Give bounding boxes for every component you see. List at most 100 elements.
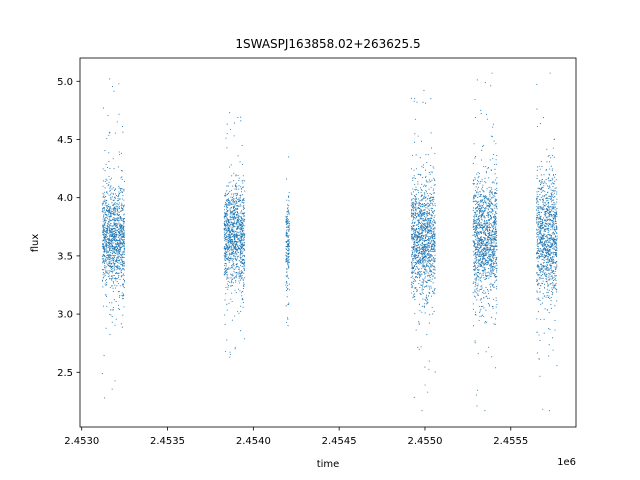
data-point bbox=[411, 238, 413, 240]
data-point bbox=[123, 287, 125, 289]
data-point bbox=[477, 271, 480, 273]
data-point bbox=[419, 216, 421, 218]
data-point bbox=[104, 212, 106, 214]
data-point bbox=[477, 201, 479, 203]
data-point bbox=[489, 195, 491, 197]
data-point bbox=[474, 222, 476, 224]
data-point bbox=[429, 260, 431, 262]
data-point bbox=[413, 278, 415, 280]
data-point bbox=[496, 182, 498, 184]
data-point bbox=[417, 250, 419, 252]
data-point bbox=[473, 143, 475, 145]
data-point bbox=[426, 244, 428, 246]
data-point bbox=[229, 204, 231, 206]
data-point bbox=[416, 247, 418, 249]
data-point bbox=[474, 269, 476, 271]
data-point bbox=[229, 246, 231, 248]
data-point bbox=[232, 224, 234, 226]
data-point bbox=[489, 260, 491, 262]
data-point bbox=[493, 255, 495, 257]
data-point bbox=[121, 255, 123, 257]
data-point bbox=[101, 262, 104, 264]
data-point bbox=[114, 324, 116, 326]
data-point bbox=[490, 282, 492, 284]
data-point bbox=[244, 218, 246, 220]
data-point bbox=[118, 211, 120, 213]
data-point bbox=[494, 173, 496, 175]
data-point bbox=[288, 259, 290, 261]
data-point bbox=[479, 242, 481, 244]
data-point bbox=[481, 260, 484, 262]
data-point bbox=[412, 224, 414, 226]
data-point bbox=[485, 239, 487, 241]
data-point bbox=[493, 193, 496, 195]
data-point bbox=[414, 206, 416, 209]
data-point bbox=[234, 216, 236, 219]
data-point bbox=[484, 322, 486, 324]
data-point bbox=[419, 229, 421, 231]
data-point bbox=[421, 273, 423, 275]
data-point bbox=[108, 258, 110, 260]
data-point bbox=[226, 246, 228, 248]
data-point bbox=[106, 205, 109, 207]
data-point bbox=[486, 245, 488, 247]
data-point bbox=[421, 183, 423, 185]
data-point bbox=[411, 210, 413, 212]
data-point bbox=[476, 276, 478, 278]
data-point bbox=[286, 218, 288, 220]
data-point bbox=[434, 226, 436, 228]
data-point bbox=[240, 237, 242, 239]
data-point bbox=[414, 188, 416, 191]
data-point bbox=[243, 220, 245, 222]
data-point bbox=[489, 268, 491, 270]
data-point bbox=[491, 251, 493, 253]
data-point bbox=[413, 177, 415, 179]
data-point bbox=[418, 241, 421, 243]
data-point bbox=[493, 266, 495, 268]
data-point bbox=[434, 242, 436, 244]
data-point bbox=[480, 201, 482, 203]
data-point bbox=[487, 271, 489, 273]
data-point bbox=[429, 254, 431, 256]
data-point bbox=[489, 242, 491, 244]
data-point bbox=[478, 176, 480, 178]
data-point bbox=[475, 282, 477, 284]
data-point bbox=[418, 201, 420, 203]
data-point bbox=[489, 286, 492, 288]
data-point bbox=[491, 283, 493, 286]
data-point bbox=[475, 284, 477, 286]
data-point bbox=[123, 213, 125, 215]
data-point bbox=[235, 187, 237, 189]
data-point bbox=[122, 295, 124, 297]
data-point bbox=[226, 238, 228, 241]
data-point bbox=[228, 241, 230, 243]
data-point bbox=[494, 212, 496, 214]
data-point bbox=[117, 211, 119, 213]
data-point bbox=[429, 267, 431, 269]
data-point bbox=[112, 249, 114, 251]
data-point bbox=[118, 240, 120, 242]
data-point bbox=[418, 207, 420, 209]
data-point bbox=[485, 252, 487, 254]
data-point bbox=[240, 278, 242, 280]
data-point bbox=[475, 261, 477, 263]
data-point bbox=[483, 257, 485, 259]
data-point bbox=[488, 177, 490, 179]
data-point bbox=[481, 287, 483, 289]
data-point bbox=[479, 191, 481, 193]
data-point bbox=[238, 282, 241, 284]
data-point bbox=[118, 193, 121, 195]
data-point bbox=[434, 269, 436, 271]
data-point bbox=[226, 185, 228, 187]
data-point bbox=[288, 156, 290, 158]
data-point bbox=[480, 250, 482, 252]
data-point bbox=[418, 262, 420, 264]
data-point bbox=[427, 254, 430, 256]
data-point bbox=[479, 310, 481, 312]
data-point bbox=[111, 321, 113, 323]
data-point bbox=[114, 193, 116, 195]
data-point bbox=[490, 215, 492, 217]
data-point bbox=[425, 219, 427, 221]
data-point bbox=[102, 257, 104, 260]
data-point bbox=[414, 98, 416, 100]
